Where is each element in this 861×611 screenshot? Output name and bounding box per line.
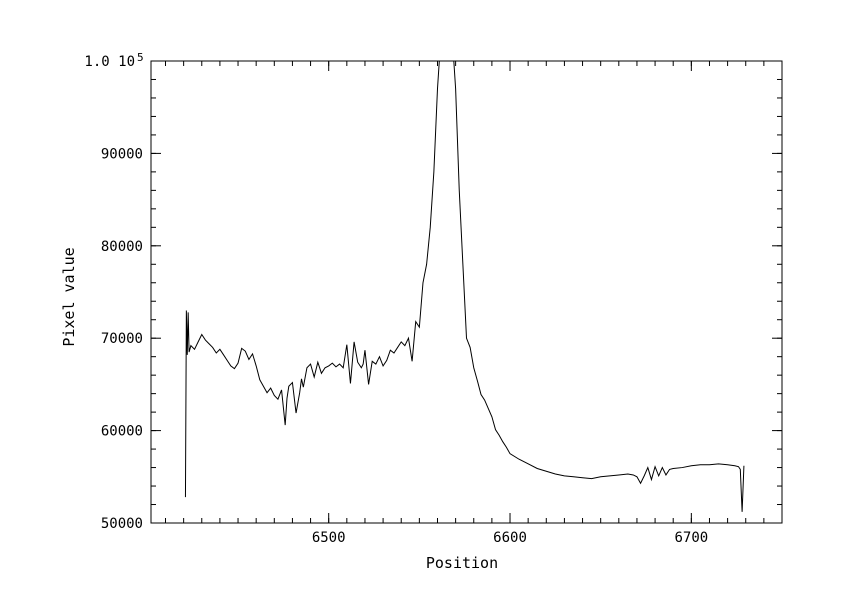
y-tick-label: 1.0 10	[84, 54, 135, 70]
x-tick-label: 6700	[674, 530, 708, 546]
x-tick-label: 6600	[493, 530, 527, 546]
x-tick-label: 6500	[312, 530, 346, 546]
y-minor-ticks	[151, 60, 782, 524]
y-tick-label: 70000	[101, 331, 143, 347]
y-major-ticks	[151, 60, 782, 524]
x-axis-label: Position	[426, 554, 498, 572]
y-tick-exponent: 5	[137, 51, 144, 64]
plot-frame	[150, 60, 783, 524]
x-major-ticks	[328, 61, 692, 523]
y-tick-label: 60000	[101, 424, 143, 440]
series-line	[184, 60, 745, 512]
y-tick-label: 80000	[101, 239, 143, 255]
y-tick-label: 50000	[101, 516, 143, 532]
x-minor-ticks	[165, 61, 783, 523]
y-axis-label: Pixel value	[60, 247, 78, 346]
y-tick-label: 90000	[101, 146, 143, 162]
